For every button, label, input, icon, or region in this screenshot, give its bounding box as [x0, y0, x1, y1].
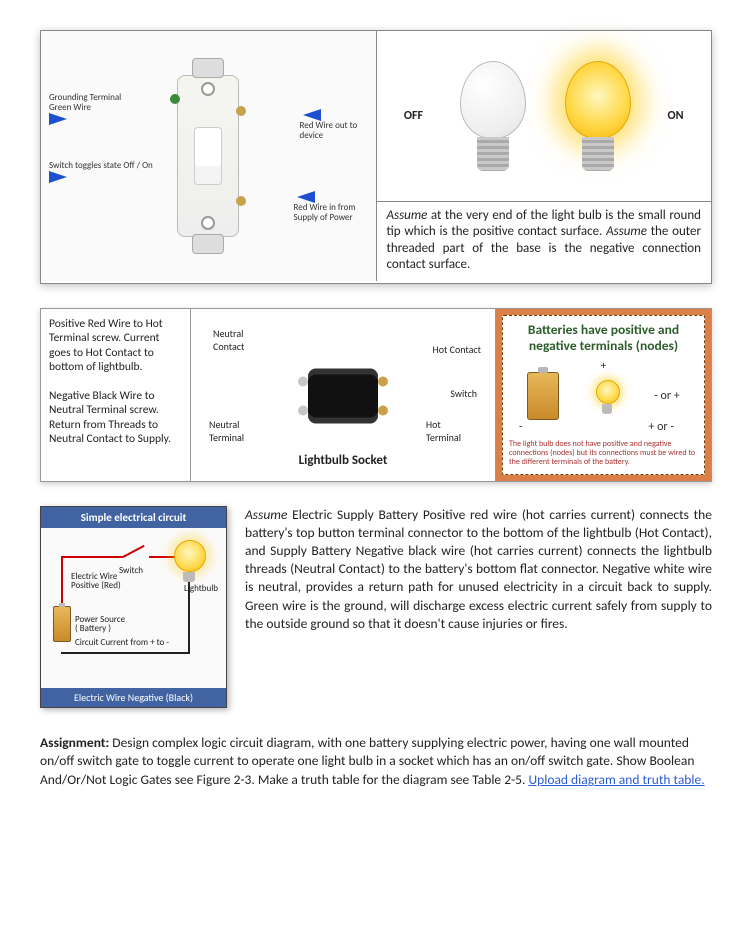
wiring-text: Positive Red Wire to Hot Terminal screw.…	[41, 309, 191, 481]
upload-link[interactable]: Upload diagram and truth table.	[528, 771, 704, 788]
callout-toggle: Switch toggles state Off / On	[49, 161, 159, 183]
label-wire-pos: Electric Wire Positive (Red)	[71, 572, 121, 591]
circuit-battery-icon	[53, 606, 71, 642]
brass-screw-top	[236, 106, 246, 116]
assignment-paragraph: Assignment: Design complex logic circuit…	[40, 734, 712, 791]
bulb-caption: Assume at the very end of the light bulb…	[377, 201, 712, 283]
socket-diagram: Neutral Contact Hot Contact Switch Neutr…	[191, 309, 496, 481]
row3: Simple electrical circuit Electric Wire …	[40, 506, 712, 708]
wall-switch-diagram: Grounding Terminal Green Wire Switch tog…	[41, 31, 377, 281]
hot-screw-2	[378, 405, 388, 415]
neutral-screw-1	[298, 376, 308, 386]
row2-table: Positive Red Wire to Hot Terminal screw.…	[40, 308, 712, 482]
socket-body	[308, 368, 378, 423]
off-label: OFF	[404, 109, 423, 123]
bulbs-cell: OFF ON Assume at the very end of the lig…	[377, 31, 712, 283]
switch-body	[177, 75, 239, 237]
label-neutral-terminal: Neutral Terminal	[209, 418, 244, 444]
bulbs-row: OFF ON	[387, 41, 702, 191]
label-lightbulb: Lightbulb	[184, 584, 218, 593]
bulb-glass	[565, 61, 631, 139]
neutral-screw-2	[298, 405, 308, 415]
mini-bulb-icon	[596, 380, 618, 412]
circuit-card: Simple electrical circuit Electric Wire …	[40, 506, 227, 708]
bulb-glass	[460, 61, 526, 139]
label-current: Circuit Current from + to -	[75, 638, 169, 647]
minus-sign: -	[519, 420, 522, 434]
assume-italic: Assume	[387, 208, 428, 223]
circuit-head: Simple electrical circuit	[41, 507, 226, 528]
hot-screw-1	[378, 376, 388, 386]
label-switch: Switch	[450, 387, 477, 400]
assume-body: Electric Supply Battery Positive red wir…	[245, 506, 712, 632]
row1-table: Grounding Terminal Green Wire Switch tog…	[40, 30, 712, 284]
socket-image: Neutral Contact Hot Contact Switch Neutr…	[195, 315, 491, 470]
mount-ear-top	[192, 58, 224, 78]
screw-hole-bottom	[201, 216, 215, 230]
assignment-label: Assignment:	[40, 734, 109, 751]
screw-hole-top	[201, 82, 215, 96]
battery-icon	[527, 372, 559, 420]
battery-row: - or +	[509, 372, 698, 420]
toggle-plate	[194, 127, 222, 185]
callout-out: Red Wire out to device	[300, 109, 370, 141]
wire-negative	[61, 652, 190, 654]
label-switch: Switch	[119, 566, 143, 575]
circuit-bulb-icon	[174, 540, 204, 582]
polarity-row: - + or -	[509, 420, 698, 434]
ground-screw	[170, 94, 180, 104]
bulb-off	[458, 61, 528, 171]
bulbs-area: OFF ON	[377, 31, 712, 201]
brass-screw-bottom	[236, 196, 246, 206]
or-plus-label: - or +	[654, 389, 680, 403]
label-power: Power Source ( Battery )	[75, 615, 125, 634]
circuit-body: Electric Wire Positive (Red) Switch Ligh…	[41, 528, 226, 688]
bulb-base	[477, 137, 509, 171]
label-hot-terminal: Hot Terminal	[426, 418, 461, 444]
arrow-icon	[49, 113, 67, 125]
label-neutral-contact: Neutral Contact	[213, 327, 244, 353]
battery-card: Batteries have positive and negative ter…	[502, 315, 705, 475]
arrow-icon	[49, 171, 67, 183]
battery-card-cell: Batteries have positive and negative ter…	[496, 309, 711, 481]
callout-in: Red Wire in from Supply of Power	[294, 191, 370, 223]
circuit-foot: Electric Wire Negative (Black)	[41, 688, 226, 707]
assume-italic: Assume	[245, 506, 287, 523]
battery-footer: The light bulb does not have positive an…	[509, 440, 698, 468]
or-minus-label: + or -	[648, 420, 674, 434]
label-hot-contact: Hot Contact	[433, 343, 481, 356]
socket-title: Lightbulb Socket	[195, 453, 491, 468]
assume-paragraph: Assume Electric Supply Battery Positive …	[245, 506, 712, 708]
bulb-on	[563, 61, 633, 171]
callout-ground: Grounding Terminal Green Wire	[49, 93, 127, 125]
bulb-base	[582, 137, 614, 171]
battery-title: Batteries have positive and negative ter…	[509, 322, 698, 353]
assume-italic: Assume	[606, 224, 647, 239]
on-label: ON	[668, 109, 684, 123]
mount-ear-bottom	[192, 234, 224, 254]
